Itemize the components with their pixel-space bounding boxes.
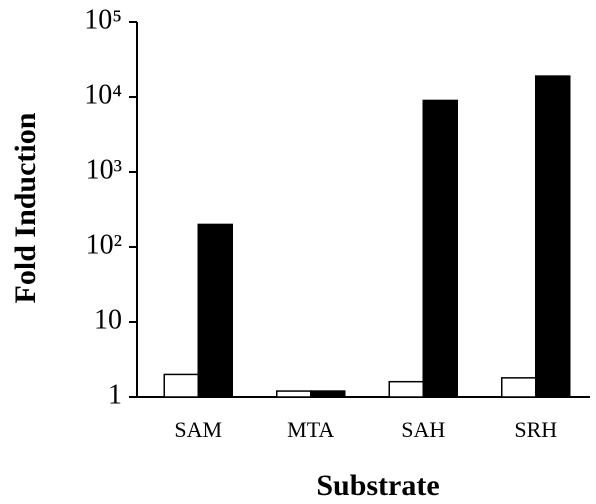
bar bbox=[422, 99, 458, 398]
x-axis-label: Substrate bbox=[316, 469, 439, 502]
bar bbox=[197, 223, 233, 398]
bar bbox=[310, 390, 346, 398]
y-axis-label: Fold Induction bbox=[9, 112, 42, 303]
x-tick-label: MTA bbox=[287, 417, 334, 442]
bar bbox=[388, 380, 424, 398]
y-tick-label: 1 bbox=[108, 379, 122, 410]
x-tick-label: SRH bbox=[514, 417, 557, 442]
y-tick-label: 10³ bbox=[86, 154, 122, 185]
y-tick-label: 10⁴ bbox=[84, 79, 122, 110]
bar bbox=[276, 390, 312, 398]
bar bbox=[163, 373, 199, 398]
y-tick-label: 10² bbox=[86, 229, 122, 260]
y-tick-label: 10 bbox=[94, 304, 122, 335]
y-tick-label: 10⁵ bbox=[84, 4, 122, 35]
bar bbox=[535, 75, 571, 398]
x-tick-label: SAM bbox=[174, 417, 222, 442]
x-tick-label: SAH bbox=[401, 417, 445, 442]
bar bbox=[501, 377, 537, 398]
